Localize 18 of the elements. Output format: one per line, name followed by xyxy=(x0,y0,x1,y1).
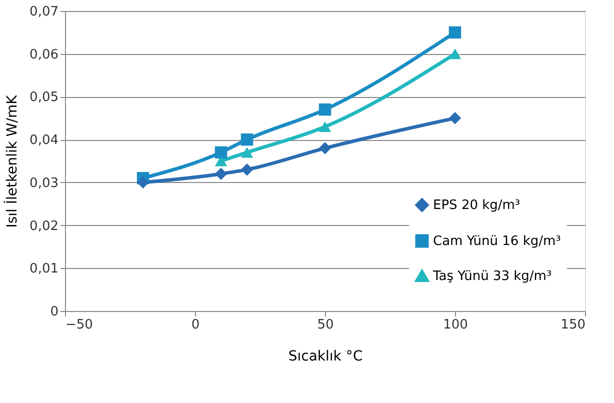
y-tick-label: 0 xyxy=(50,304,58,320)
legend-label: EPS 20 kg/m³ xyxy=(433,198,520,213)
y-tick-label: 0,07 xyxy=(30,4,58,20)
x-tick-label: 150 xyxy=(560,318,586,332)
x-tick-label: −50 xyxy=(66,318,93,332)
y-axis-title: Isıl İletkenlik W/mK xyxy=(4,94,21,228)
y-tick-label: 0,02 xyxy=(30,218,58,234)
x-tick-label: 50 xyxy=(317,318,334,332)
y-tick-label: 0,01 xyxy=(30,262,58,277)
legend-label: Taş Yünü 33 kg/m³ xyxy=(432,269,552,284)
y-tick-label: 0,06 xyxy=(30,47,58,62)
legend-label: Cam Yünü 16 kg/m³ xyxy=(433,234,561,249)
y-tick-label: 0,05 xyxy=(30,90,58,106)
x-tick-label: 0 xyxy=(191,318,200,332)
x-tick-label: 100 xyxy=(443,318,468,332)
y-tick-label: 0,03 xyxy=(30,176,58,191)
x-axis-title: Sıcaklık °C xyxy=(288,348,363,364)
y-tick-label: 0,04 xyxy=(30,133,58,148)
